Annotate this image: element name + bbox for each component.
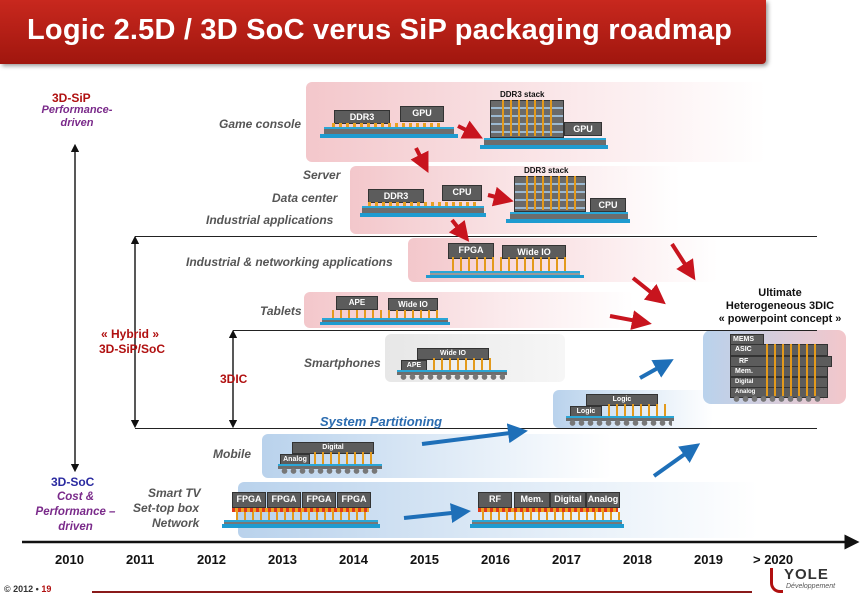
year-2011: 2011 bbox=[126, 552, 155, 567]
yole-logo: YOLE Développement bbox=[770, 566, 860, 594]
chip-fpga-1: FPGA bbox=[232, 492, 266, 508]
page-title: Logic 2.5D / 3D SoC verus SiP packaging … bbox=[27, 14, 733, 46]
ultimate-line2: Heterogeneous 3DIC bbox=[725, 300, 835, 312]
label-server: Server bbox=[303, 168, 341, 182]
red-arrow bbox=[448, 218, 470, 242]
pkg-fpga-wideio: FPGA Wide IO bbox=[426, 241, 586, 279]
blue-arrow bbox=[403, 503, 471, 523]
year-2019: 2019 bbox=[694, 552, 723, 567]
year-2017: 2017 bbox=[552, 552, 581, 567]
chip-ddr3-stack-server: DDR3 stack bbox=[524, 166, 569, 175]
chip-gpu-3d: GPU bbox=[564, 122, 602, 136]
pkg-logic: Logic Logic bbox=[566, 394, 676, 428]
divider-3dic-top bbox=[233, 330, 817, 331]
logo-text: YOLE bbox=[784, 566, 829, 583]
chip-ddr3-stack: DDR3 stack bbox=[500, 90, 545, 99]
label-network: Network bbox=[152, 516, 200, 530]
chip-ape: APE bbox=[336, 296, 378, 310]
label-system-partitioning: System Partitioning bbox=[320, 414, 443, 429]
chip-fpga-4: FPGA bbox=[337, 492, 371, 508]
year-2015: 2015 bbox=[410, 552, 439, 567]
pkg-tablet: APE Wide IO bbox=[320, 294, 450, 326]
chip-ddr3-server: DDR3 bbox=[368, 189, 424, 203]
label-performance-driven: Performance-driven bbox=[41, 104, 113, 129]
year-2010: 2010 bbox=[55, 552, 84, 567]
chip-analog-tv: Analog bbox=[586, 492, 620, 508]
label-hybrid-sub: 3D-SiP/SoC bbox=[99, 342, 166, 356]
pkg-server-3d: DDR3 stack CPU bbox=[506, 164, 632, 228]
label-smartphones: Smartphones bbox=[304, 356, 381, 370]
label-data-center: Data center bbox=[272, 191, 338, 205]
chip-fpga-3: FPGA bbox=[302, 492, 336, 508]
label-industrial: Industrial applications bbox=[206, 213, 334, 227]
year-2020-plus: > 2020 bbox=[753, 552, 794, 567]
chip-gpu: GPU bbox=[400, 106, 444, 122]
year-2012: 2012 bbox=[197, 552, 226, 567]
red-arrow bbox=[609, 310, 652, 330]
pkg-mobile: Digital Analog bbox=[278, 440, 382, 476]
year-2016: 2016 bbox=[481, 552, 510, 567]
chip-mem: Mem. bbox=[514, 492, 550, 508]
pkg-ultimate-stack: MEMS ASIC RF Mem. Digital Analog bbox=[730, 334, 832, 402]
label-smart-tv: Smart TV bbox=[148, 486, 201, 500]
label-industrial-networking: Industrial & networking applications bbox=[186, 255, 393, 269]
label-3dic: 3DIC bbox=[220, 372, 248, 386]
page-number: 19 bbox=[41, 584, 52, 594]
chip-ddr3: DDR3 bbox=[334, 110, 390, 124]
divider-hybrid-bottom bbox=[135, 428, 817, 429]
blue-arrow bbox=[652, 443, 701, 478]
copyright-text: © 2012 • bbox=[4, 584, 39, 594]
label-mobile: Mobile bbox=[213, 447, 251, 461]
title-bar: Logic 2.5D / 3D SoC verus SiP packaging … bbox=[0, 0, 766, 64]
year-2018: 2018 bbox=[623, 552, 652, 567]
ultimate-caption: Ultimate Heterogeneous 3DIC « powerpoint… bbox=[705, 287, 855, 326]
red-arrow bbox=[670, 242, 696, 281]
pkg-smartphone: Wide IO APE bbox=[397, 346, 509, 382]
logo-swoosh-icon bbox=[770, 568, 783, 593]
chip-cpu: CPU bbox=[442, 185, 482, 201]
red-arrow bbox=[631, 276, 666, 305]
label-tablets: Tablets bbox=[260, 304, 302, 318]
chip-fpga-2: FPGA bbox=[267, 492, 301, 508]
divider-hybrid-top bbox=[135, 236, 817, 237]
red-arrow bbox=[487, 186, 514, 207]
label-3d-soc: 3D-SoC bbox=[51, 475, 95, 489]
blue-arrow bbox=[639, 359, 674, 380]
chip-rf: RF bbox=[478, 492, 512, 508]
label-3d-sip: 3D-SiP bbox=[52, 91, 91, 105]
footer-copyright: © 2012 • 19 bbox=[4, 584, 51, 594]
label-hybrid: « Hybrid » bbox=[101, 327, 160, 341]
red-arrow bbox=[457, 120, 483, 139]
chip-digital-tv: Digital bbox=[550, 492, 586, 508]
ultimate-line1: Ultimate bbox=[758, 287, 802, 299]
chip-cpu-3d: CPU bbox=[590, 198, 626, 212]
footer-line bbox=[92, 591, 752, 593]
blue-arrow bbox=[421, 423, 528, 446]
year-2013: 2013 bbox=[268, 552, 297, 567]
label-set-top-box: Set-top box bbox=[133, 501, 199, 515]
label-cost-performance: Cost & Performance – driven bbox=[35, 491, 116, 533]
pkg-server-25d: DDR3 CPU bbox=[360, 183, 488, 219]
year-2014: 2014 bbox=[339, 552, 368, 567]
pkg-game-console-25d: DDR3 GPU bbox=[320, 104, 460, 140]
ultimate-line3: « powerpoint concept » bbox=[718, 313, 842, 325]
pkg-partitioned: RF Mem. Digital Analog bbox=[470, 490, 626, 530]
pkg-fpga-x4: FPGA FPGA FPGA FPGA bbox=[222, 490, 382, 530]
logo-subtext: Développement bbox=[786, 583, 836, 590]
pkg-game-console-3d: DDR3 stack GPU bbox=[480, 88, 610, 154]
label-game-console: Game console bbox=[219, 117, 302, 131]
red-arrow bbox=[410, 147, 429, 173]
